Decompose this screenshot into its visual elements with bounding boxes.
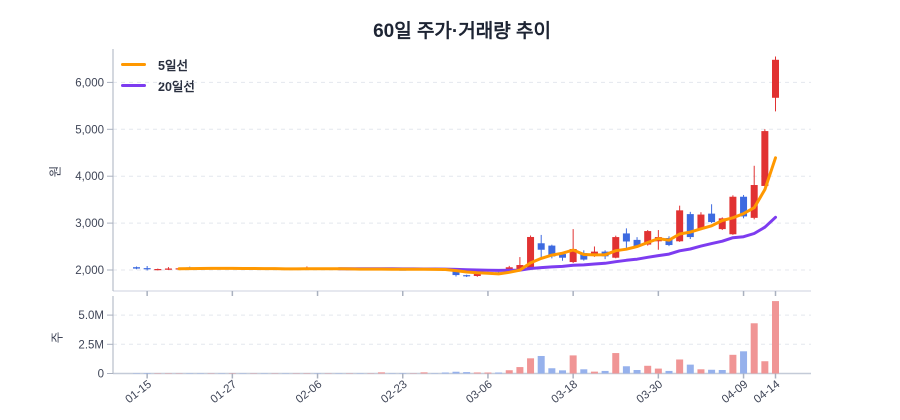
candle-body bbox=[133, 267, 140, 269]
volume-bar bbox=[612, 353, 620, 374]
legend-item-ma5[interactable]: 5일선 bbox=[121, 54, 195, 75]
volume-bar bbox=[377, 372, 385, 374]
price-tick-label: 6,000 bbox=[75, 77, 104, 89]
candle-body bbox=[463, 275, 471, 277]
candle-body bbox=[644, 231, 652, 245]
volume-bar bbox=[644, 365, 652, 374]
volume-tick-label: 0 bbox=[98, 369, 104, 381]
volume-bar bbox=[697, 369, 705, 374]
volume-bar bbox=[686, 364, 694, 374]
legend-label-ma5: 5일선 bbox=[158, 59, 188, 73]
volume-bar bbox=[750, 323, 758, 374]
volume-tick-label: 2.5M bbox=[78, 339, 104, 351]
volume-bar bbox=[729, 354, 737, 374]
volume-bar bbox=[676, 359, 684, 374]
legend-item-ma20[interactable]: 20일선 bbox=[121, 75, 195, 96]
x-tick-label: 03-18 bbox=[549, 378, 580, 406]
ma5-line-swatch bbox=[121, 63, 146, 66]
candle-body bbox=[143, 268, 151, 270]
x-tick-label: 02-06 bbox=[294, 378, 325, 406]
volume-bar bbox=[505, 370, 513, 374]
legend: 5일선 20일선 bbox=[121, 54, 195, 96]
x-tick-label: 03-30 bbox=[635, 378, 666, 406]
volume-bar bbox=[516, 367, 524, 374]
volume-bar bbox=[484, 372, 492, 374]
candle-body bbox=[633, 239, 641, 247]
price-tick-label: 3,000 bbox=[75, 218, 104, 230]
volume-bar bbox=[473, 372, 481, 374]
candle-body bbox=[537, 243, 545, 250]
volume-bar bbox=[665, 370, 673, 374]
candle-body bbox=[612, 237, 620, 258]
candle-body bbox=[452, 269, 460, 276]
candle-body bbox=[154, 269, 162, 271]
volume-bar bbox=[580, 369, 588, 374]
volume-bar bbox=[590, 371, 598, 374]
ma20-line-swatch bbox=[121, 84, 146, 87]
candle-body bbox=[569, 248, 577, 263]
price-tick-label: 5,000 bbox=[75, 124, 104, 136]
chart-title: 60일 주가·거래량 추이 bbox=[373, 21, 551, 42]
legend-label-ma20: 20일선 bbox=[158, 80, 195, 94]
price-tick-label: 4,000 bbox=[75, 171, 104, 183]
volume-bar bbox=[761, 361, 769, 374]
volume-tick-label: 5.0M bbox=[78, 310, 104, 322]
candle-body bbox=[697, 214, 705, 230]
candle-body bbox=[718, 218, 726, 230]
volume-bar bbox=[740, 351, 748, 374]
volume-bar bbox=[559, 370, 566, 374]
candle-body bbox=[750, 185, 758, 218]
volume-bar bbox=[420, 372, 428, 374]
candle-body bbox=[473, 273, 481, 277]
candle-body bbox=[527, 236, 535, 269]
volume-bar bbox=[452, 371, 460, 374]
candle-body bbox=[761, 131, 769, 186]
candle-body bbox=[559, 254, 566, 258]
volume-bar bbox=[772, 301, 779, 374]
volume-bar bbox=[463, 372, 471, 374]
volume-bar bbox=[548, 368, 556, 374]
candle-body bbox=[708, 213, 716, 223]
volume-bar bbox=[633, 369, 641, 374]
ma5-line bbox=[177, 156, 777, 276]
volume-bar bbox=[537, 355, 545, 374]
candle-body bbox=[676, 210, 684, 242]
x-tick-label: 03-06 bbox=[464, 378, 495, 406]
candle-body bbox=[548, 245, 556, 257]
x-tick-label: 01-27 bbox=[209, 378, 240, 406]
price-tick-label: 2,000 bbox=[75, 265, 104, 277]
volume-bar bbox=[654, 368, 662, 374]
volume-bar bbox=[718, 369, 726, 374]
candle-body bbox=[622, 233, 630, 242]
volume-bar bbox=[601, 370, 609, 374]
volume-bar bbox=[441, 372, 449, 374]
volume-bar bbox=[569, 355, 577, 374]
volume-bar bbox=[622, 366, 630, 374]
candle-body bbox=[516, 265, 524, 270]
candle-body bbox=[580, 253, 588, 260]
x-tick-label: 02-23 bbox=[379, 378, 410, 406]
candle-body bbox=[164, 268, 172, 270]
candle-body bbox=[772, 59, 779, 98]
candle-body bbox=[740, 196, 748, 217]
x-tick-label: 04-14 bbox=[752, 378, 783, 406]
x-tick-label: 01-15 bbox=[123, 378, 154, 406]
volume-bar bbox=[527, 358, 535, 374]
candle-body bbox=[729, 196, 737, 235]
volume-bar bbox=[495, 372, 503, 374]
candle-body bbox=[686, 214, 694, 238]
volume-bar bbox=[708, 369, 716, 374]
x-tick-label: 04-09 bbox=[720, 378, 751, 406]
